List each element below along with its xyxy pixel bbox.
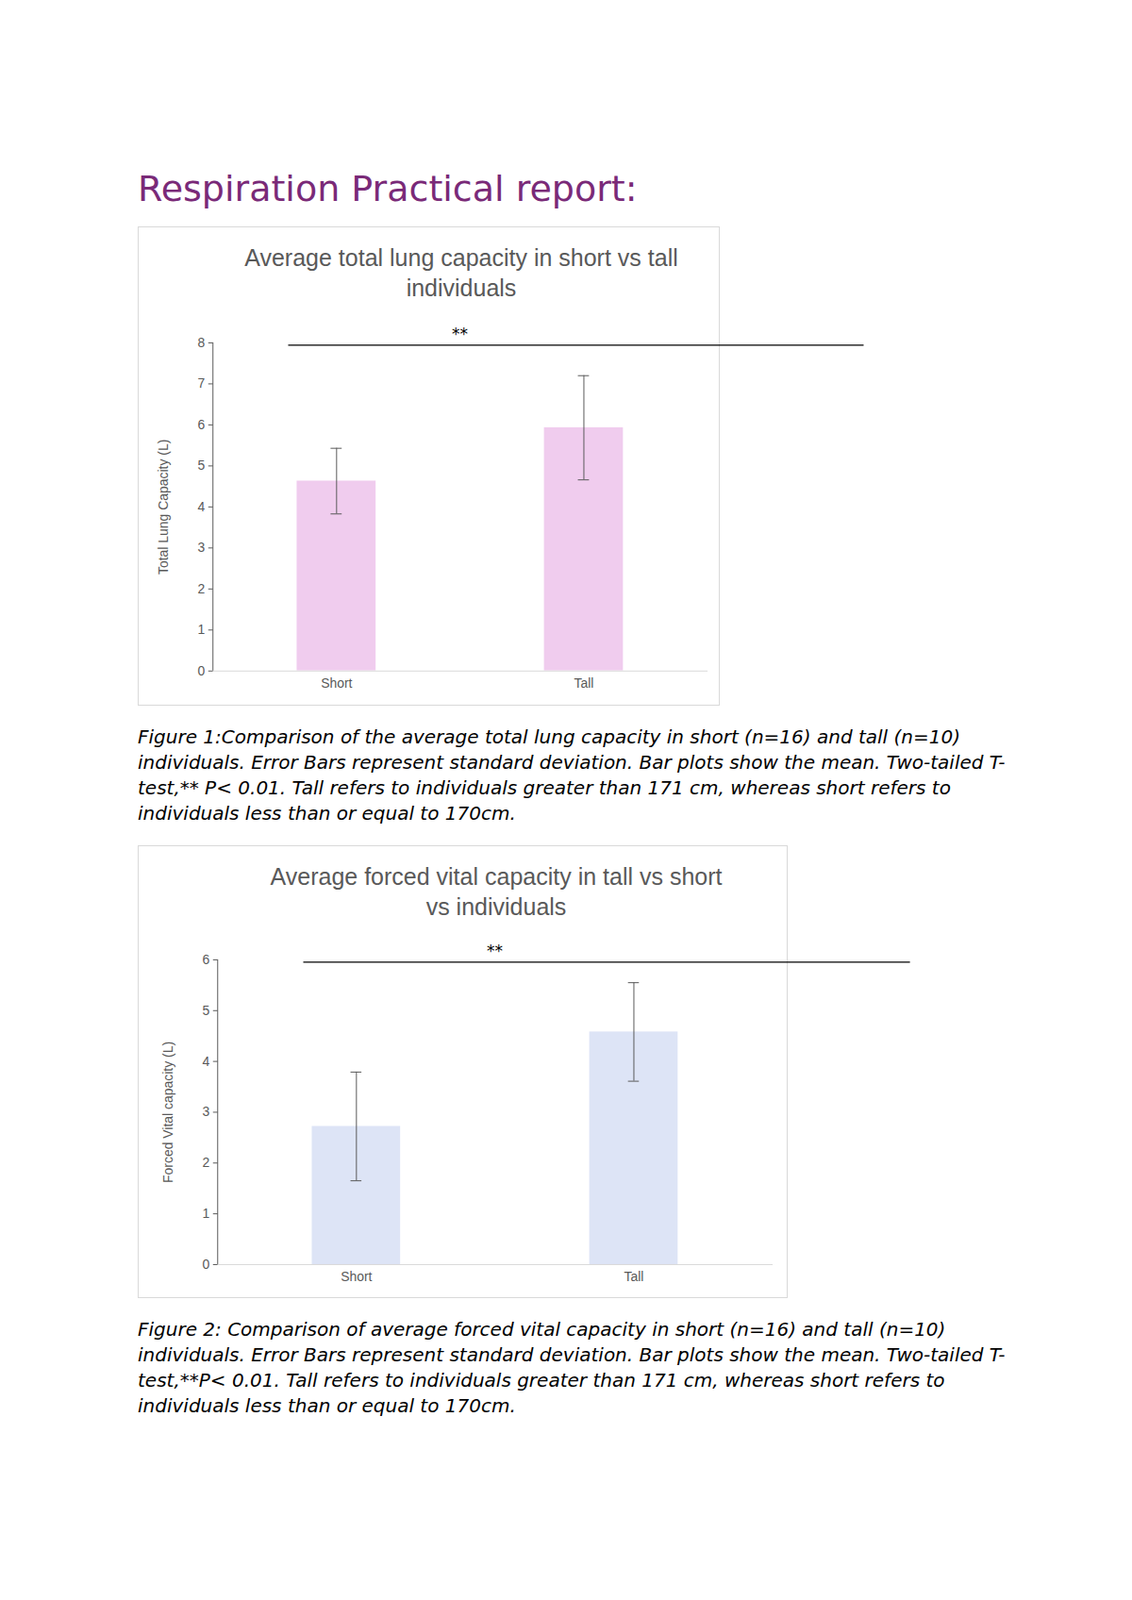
- svg-text:Tall: Tall: [624, 1268, 645, 1284]
- svg-text:Short: Short: [340, 1268, 372, 1284]
- svg-text:6: 6: [198, 416, 206, 433]
- svg-text:6: 6: [202, 951, 211, 967]
- html-text:Average total lung capacity in: Average total lung capacity in short vs …: [244, 244, 679, 301]
- svg-text:**: **: [486, 941, 503, 961]
- svg-text:4: 4: [202, 1053, 211, 1069]
- svg-text:Forced Vital capacity (L): Forced Vital capacity (L): [160, 1041, 176, 1183]
- svg-text:3: 3: [202, 1103, 211, 1119]
- html-text:Figure 1:Comparison of the ave: Figure 1:Comparison of the average total…: [137, 725, 1006, 825]
- svg-text:**: **: [451, 324, 468, 344]
- svg-text:0: 0: [198, 663, 206, 679]
- html-text:Figure 2: Comparison of averag: Figure 2: Comparison of average forced v…: [137, 1317, 1006, 1417]
- svg-text:1: 1: [198, 621, 206, 637]
- svg-text:7: 7: [198, 375, 206, 391]
- svg-text:5: 5: [198, 457, 206, 473]
- svg-text:Total Lung Capacity (L): Total Lung Capacity (L): [155, 439, 171, 575]
- svg-text:2: 2: [198, 581, 206, 597]
- html-text:Average forced vital capacity: Average forced vital capacity in tall vs…: [270, 863, 723, 920]
- svg-text:4: 4: [198, 499, 206, 515]
- svg-text:0: 0: [202, 1256, 211, 1272]
- svg-text:3: 3: [198, 539, 206, 555]
- svg-text:5: 5: [202, 1002, 211, 1018]
- svg-text:Short: Short: [320, 675, 352, 691]
- svg-text:8: 8: [198, 334, 206, 350]
- html-text:Respiration Practical report:: Respiration Practical report:: [137, 167, 638, 210]
- svg-text:1: 1: [202, 1205, 211, 1221]
- svg-text:Tall: Tall: [574, 675, 595, 691]
- svg-text:2: 2: [202, 1154, 211, 1170]
